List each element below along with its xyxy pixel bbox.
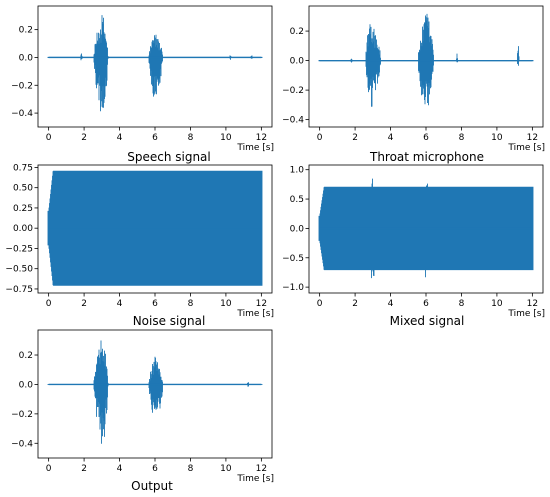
x-tick-label: 10 [220,464,232,474]
chart-caption: Mixed signal [390,314,465,328]
chart-panel-2: 0 2 4 6 8 10 12 −0.4 −0.2 0.0 0.2 Time [s] Throat mi… [282,5,545,164]
y-tick-label: 0.2 [19,26,33,36]
y-tick-label: −1.0 [282,283,304,293]
x-tick-label: 2 [81,464,87,474]
x-tick-label: 2 [352,133,358,143]
x-axis-label: Time [s] [236,143,274,153]
signal-waveform [47,15,263,112]
y-tick-label: −0.2 [282,86,304,96]
x-tick-label: 12 [527,299,538,309]
x-tick-label: 0 [46,464,52,474]
x-tick-label: 6 [423,133,429,143]
x-tick-label: 10 [491,133,503,143]
signal-series [318,178,534,279]
x-tick-label: 8 [459,133,465,143]
y-tick-label: −0.5 [282,254,304,264]
chart-panel-3: 0 2 4 6 8 10 12 −0.75 −0.50 −0.25 0.00 0.25 0.50 0.75… [5,163,274,328]
x-tick-label: 0 [46,133,52,143]
x-tick-label: 12 [256,133,267,143]
y-tick-label: −0.25 [5,244,33,254]
y-tick-label: 0.0 [290,57,305,67]
y-tick-label: 0.0 [290,224,305,234]
y-tick-label: −0.50 [5,265,33,275]
x-tick-label: 8 [459,299,465,309]
y-tick-label: −0.2 [11,410,33,420]
x-tick-label: 2 [81,133,87,143]
x-axis-label: Time [s] [236,309,274,319]
x-tick-label: 0 [317,299,323,309]
x-tick-label: 6 [152,464,158,474]
x-tick-label: 8 [188,464,194,474]
x-tick-label: 4 [117,299,123,309]
x-axis-label: Time [s] [507,143,545,153]
y-tick-label: −0.75 [5,285,33,295]
x-tick-label: 4 [388,299,394,309]
y-tick-label: −0.4 [11,109,33,119]
x-tick-label: 10 [220,133,232,143]
chart-panel-1: 0 2 4 6 8 10 12 −0.4 −0.2 0.0 0.2 Time [s] Speech si… [11,5,274,164]
x-tick-label: 12 [256,299,267,309]
y-tick-label: 0.25 [13,204,33,214]
y-tick-label: 0.2 [19,351,33,361]
x-tick-label: 2 [81,299,87,309]
x-tick-label: 6 [152,299,158,309]
signal-series [318,13,534,107]
x-axis-label: Time [s] [507,309,545,319]
x-tick-label: 8 [188,133,194,143]
x-tick-label: 8 [188,299,194,309]
x-tick-label: 12 [527,133,538,143]
y-tick-label: 0.00 [13,224,33,234]
x-tick-label: 12 [256,464,267,474]
y-tick-label: 0.0 [19,53,34,63]
y-tick-label: 0.50 [13,184,33,194]
chart-caption: Noise signal [133,314,206,328]
x-tick-label: 2 [352,299,358,309]
signal-series [47,340,263,444]
chart-caption: Speech signal [127,150,211,164]
x-tick-label: 6 [152,133,158,143]
chart-panel-5: 0 2 4 6 8 10 12 −0.4 −0.2 0.0 0.2 Time [s] Output [11,329,274,493]
x-tick-label: 6 [423,299,429,309]
y-tick-label: 0.2 [290,27,304,37]
x-tick-label: 10 [491,299,503,309]
x-axis-label: Time [s] [236,474,274,484]
x-tick-label: 4 [388,133,394,143]
y-tick-label: −0.4 [11,439,33,449]
y-tick-label: −0.2 [11,81,33,91]
y-tick-label: 1.0 [290,166,305,176]
y-tick-label: −0.4 [282,116,304,126]
x-tick-label: 4 [117,133,123,143]
y-tick-label: 0.0 [19,380,34,390]
x-tick-label: 0 [46,299,52,309]
signal-waveform [47,340,263,444]
y-tick-label: 0.5 [290,195,304,205]
chart-caption: Output [131,479,173,493]
x-tick-label: 4 [117,464,123,474]
chart-caption: Throat microphone [369,150,484,164]
x-tick-label: 10 [220,299,232,309]
signal-series [47,170,263,286]
chart-panel-4: 0 2 4 6 8 10 12 −1.0 −0.5 0.0 0.5 1.0 Time [s] Mixed … [282,164,545,328]
x-tick-label: 0 [317,133,323,143]
y-tick-label: 0.75 [13,163,33,173]
signal-series [47,15,263,112]
